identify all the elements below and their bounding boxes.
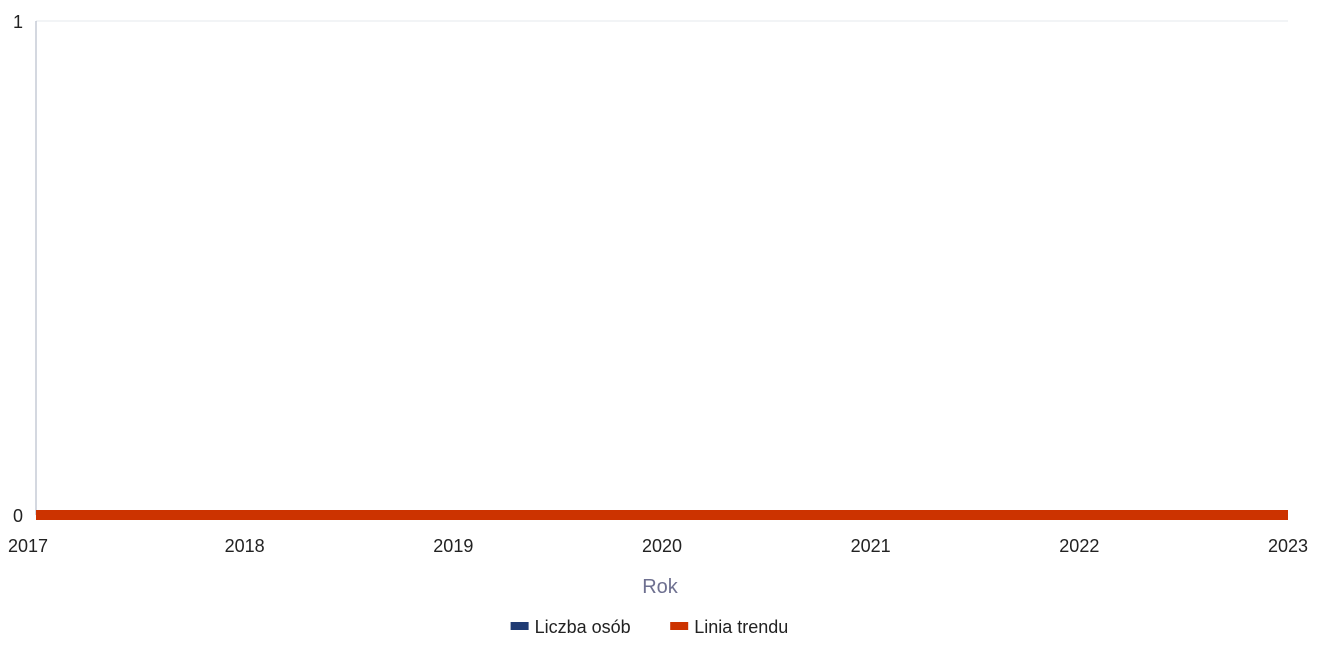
y-tick-label: 1 bbox=[13, 12, 23, 32]
legend-swatch bbox=[670, 622, 689, 630]
x-tick-label: 2021 bbox=[851, 536, 891, 556]
y-axis-ticks: 01 bbox=[13, 12, 23, 526]
x-tick-label: 2023 bbox=[1268, 536, 1308, 556]
x-axis-title: Rok bbox=[642, 576, 679, 598]
legend-label: Linia trendu bbox=[694, 617, 788, 637]
legend-label: Liczba osób bbox=[535, 617, 631, 637]
legend-swatch bbox=[510, 622, 529, 630]
x-tick-label: 2020 bbox=[642, 536, 682, 556]
y-tick-label: 0 bbox=[13, 506, 23, 526]
x-axis-ticks: 2017 2018 2019 2020 2021 2022 2023 bbox=[8, 536, 1308, 556]
x-tick-label: 2018 bbox=[225, 536, 265, 556]
legend: Liczba osób Linia trendu bbox=[510, 617, 788, 637]
x-tick-label: 2017 bbox=[8, 536, 48, 556]
x-tick-label: 2022 bbox=[1059, 536, 1099, 556]
x-tick-label: 2019 bbox=[433, 536, 473, 556]
